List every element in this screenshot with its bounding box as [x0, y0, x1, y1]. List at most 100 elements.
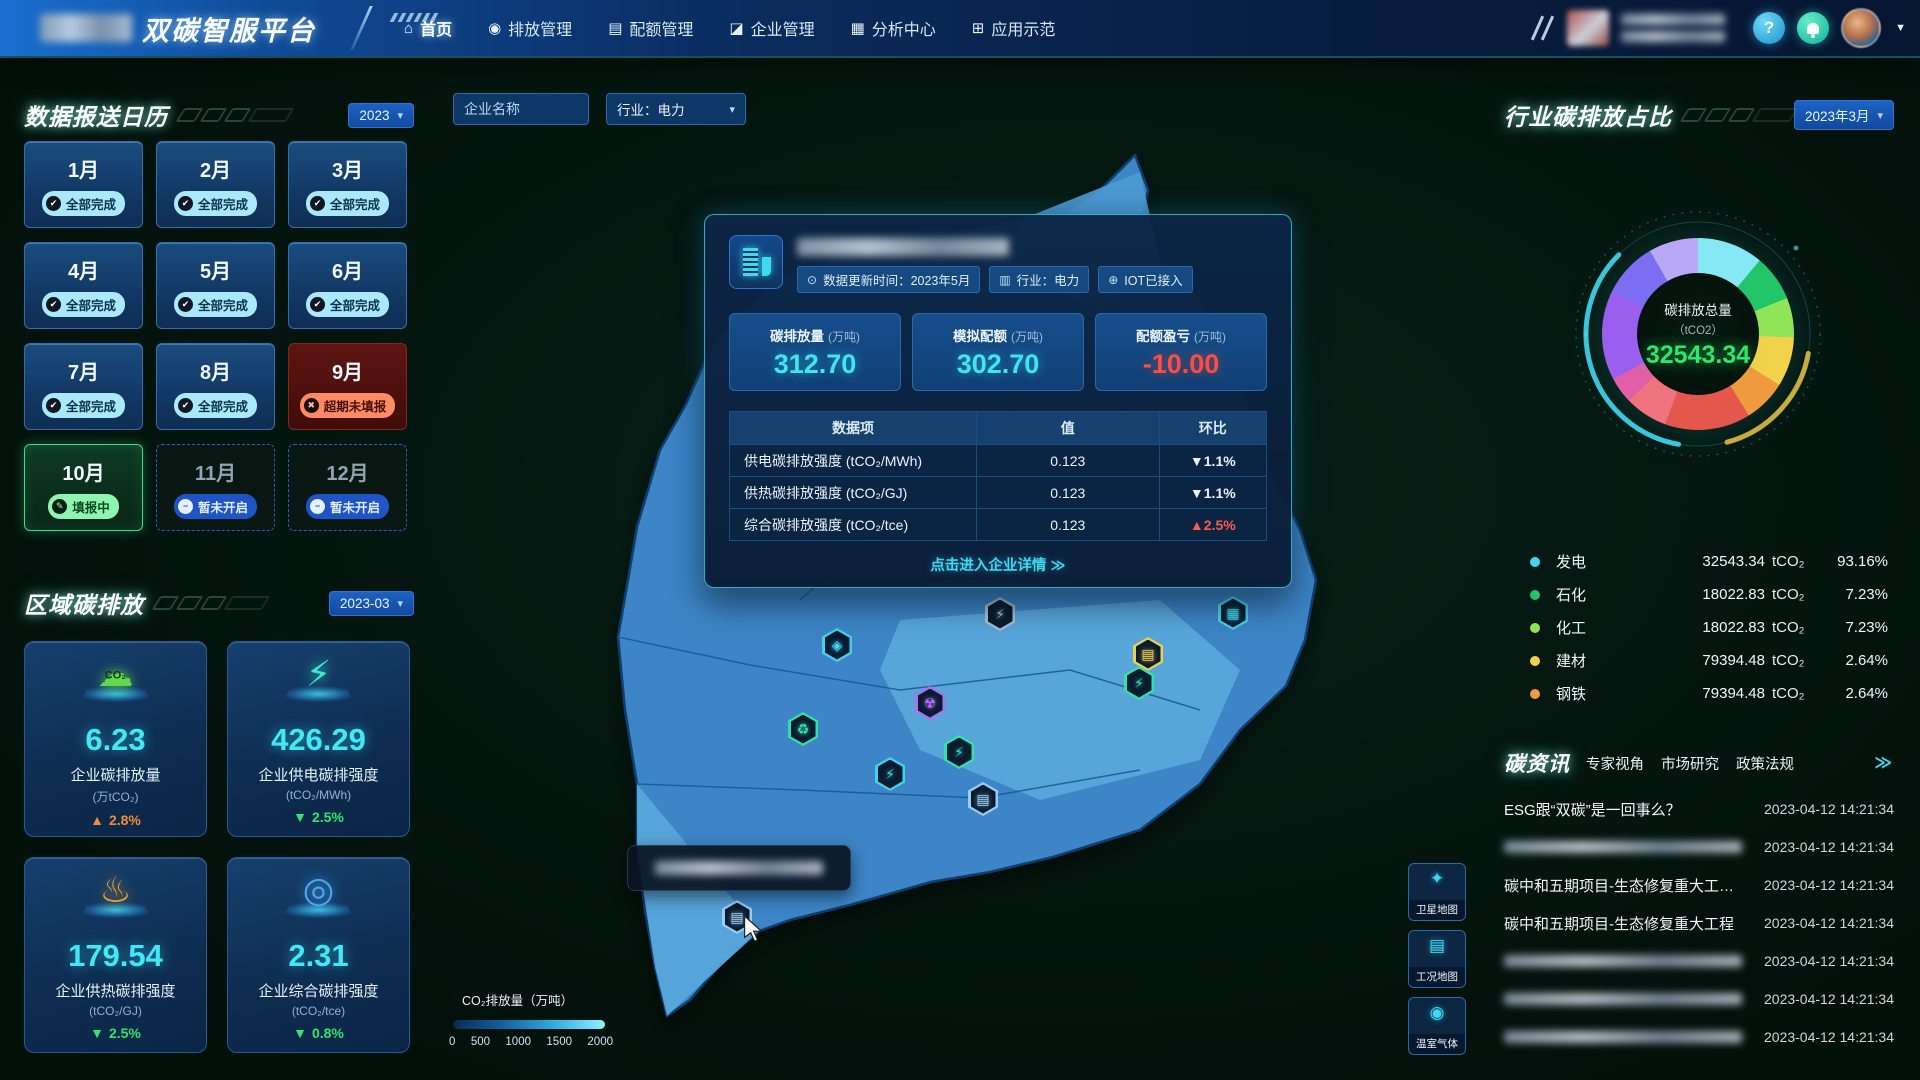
status-text: 全部完成 — [65, 197, 116, 212]
icon-pedestal — [282, 686, 355, 702]
analysis-icon: ▦ — [850, 20, 865, 37]
layer-button-greenhouse[interactable]: ◉ 温室气体 — [1408, 997, 1466, 1055]
month-card-feb[interactable]: 2月 ✔ 全部完成 — [156, 141, 275, 228]
header-right-cluster: ? ▼ — [1530, 0, 1906, 56]
legend-dot — [1530, 589, 1540, 600]
news-item[interactable]: 2023-04-12 14:21:34 — [1504, 942, 1894, 980]
month-card-apr[interactable]: 4月 ✔ 全部完成 — [24, 242, 143, 329]
industry-period-select[interactable]: 2023年3月 — [1794, 100, 1895, 130]
legend-row-power[interactable]: 发电 32543.34 tCO₂ 93.16% — [1504, 545, 1888, 578]
company-search-input[interactable] — [453, 93, 589, 125]
metric-label: 企业供电碳排强度 — [258, 767, 379, 784]
layer-button-satellite[interactable]: ✦ 卫星地图 — [1408, 863, 1466, 921]
map-marker[interactable]: ⚡ — [875, 757, 905, 791]
map-marker[interactable]: ☢ — [915, 686, 945, 720]
news-item[interactable]: 2023-04-12 14:21:34 — [1504, 828, 1894, 866]
metric-unit: (tCO₂/tce) — [291, 1004, 346, 1018]
status-text: 全部完成 — [65, 298, 116, 313]
notification-button[interactable] — [1797, 12, 1830, 44]
news-item[interactable]: 碳中和五期项目-生态修复重大工程 2023-04-12 14:21:34 — [1504, 904, 1894, 942]
main-nav: ⌂ 首页 ◉ 排放管理 ▤ 配额管理 ◪ 企业管理 ▦ 分析中心 ⊞ 应用示范 — [404, 0, 1055, 56]
nav-item-emission[interactable]: ◉ 排放管理 — [488, 16, 572, 40]
map-marker[interactable]: ⚡ — [1124, 666, 1154, 700]
redacted-tooltip-company — [655, 861, 823, 875]
redacted-logo-prefix — [40, 14, 132, 42]
month-card-nov[interactable]: 11月 − 暂未开启 — [156, 444, 275, 531]
month-card-jan[interactable]: 1月 ✔ 全部完成 — [24, 141, 143, 228]
map-marker[interactable]: ▤ — [968, 782, 998, 816]
month-status-badge: ✔ 全部完成 — [41, 190, 125, 216]
month-card-dec[interactable]: 12月 − 暂未开启 — [288, 444, 407, 531]
map-marker[interactable]: ◈ — [822, 628, 852, 662]
news-tab-policy[interactable]: 政策法规 — [1736, 756, 1794, 773]
news-item[interactable]: ESG跟“双碳”是一回事么？ 2023-04-12 14:21:34 — [1504, 790, 1894, 828]
news-item[interactable]: 2023-04-12 14:21:34 — [1504, 1018, 1894, 1056]
nav-item-demo[interactable]: ⊞ 应用示范 — [972, 16, 1056, 40]
legend-row-chemical[interactable]: 化工 18022.83 tCO₂ 7.23% — [1504, 611, 1888, 644]
help-button[interactable]: ? — [1753, 12, 1786, 44]
overdue-icon: ✖ — [303, 397, 319, 413]
month-card-aug[interactable]: 8月 ✔ 全部完成 — [156, 343, 275, 430]
legend-row-steel[interactable]: 钢铁 79394.48 tCO₂ 2.64% — [1504, 677, 1888, 710]
month-label: 11月 — [194, 462, 237, 485]
status-text: 全部完成 — [197, 399, 248, 414]
month-card-sep[interactable]: 9月 ✖ 超期未填报 — [288, 343, 407, 430]
nav-item-home[interactable]: ⌂ 首页 — [404, 16, 452, 40]
news-item[interactable]: 2023-04-12 14:21:34 — [1504, 980, 1894, 1018]
map-marker[interactable]: ▤ — [1133, 637, 1163, 671]
metric-card-composite: ◎ 2.31 企业综合碳排强度 (tCO₂/tce) ▼ 0.8% — [227, 857, 410, 1053]
news-tab-market[interactable]: 市场研究 — [1661, 756, 1719, 773]
calendar-year-select[interactable]: 2023 — [348, 102, 414, 128]
map-marker[interactable]: ⚡ — [944, 735, 974, 769]
layer-button-industrial[interactable]: ▤ 工况地图 — [1408, 930, 1466, 988]
news-item-time: 2023-04-12 14:21:34 — [1764, 915, 1894, 931]
month-card-jun[interactable]: 6月 ✔ 全部完成 — [288, 242, 407, 329]
status-text: 暂未开启 — [197, 500, 248, 515]
month-card-may[interactable]: 5月 ✔ 全部完成 — [156, 242, 275, 329]
enter-company-detail-link[interactable]: 点击进入企业详情 ≫ — [930, 558, 1066, 574]
month-status-badge: − 暂未开启 — [305, 493, 389, 519]
legend-row-building[interactable]: 建材 79394.48 tCO₂ 2.64% — [1504, 644, 1888, 677]
status-text: 全部完成 — [197, 298, 248, 313]
status-text: 填报中 — [72, 500, 110, 515]
map-marker[interactable]: ♻ — [788, 712, 818, 746]
news-item-title: ESG跟“双碳”是一回事么？ — [1504, 801, 1681, 819]
legend-dot — [1530, 655, 1540, 666]
metric-unit: (tCO₂/MWh) — [285, 788, 352, 802]
nav-item-enterprise[interactable]: ◪ 企业管理 — [729, 16, 814, 40]
down-arrow-icon: ▼ — [1189, 452, 1204, 469]
server-icon: ▤ — [1428, 936, 1446, 955]
edit-icon: ✎ — [52, 498, 68, 514]
news-more-button[interactable]: ≫ — [1874, 753, 1892, 772]
news-item[interactable]: 碳中和五期项目-生态修复重大工程... 2023-04-12 14:21:34 — [1504, 866, 1894, 904]
metric-delta: ▲ 2.8% — [90, 812, 141, 828]
popup-badges: ⊙ 数据更新时间：2023年5月 ▥ 行业：电力 ⊕ IOT已接入 — [797, 266, 1193, 293]
month-status-badge: ✔ 全部完成 — [305, 291, 389, 317]
nav-item-quota[interactable]: ▤ 配额管理 — [608, 16, 693, 40]
donut-decor-ring — [1575, 211, 1821, 457]
nav-label: 排放管理 — [508, 22, 573, 39]
news-item-time: 2023-04-12 14:21:34 — [1764, 839, 1894, 855]
month-card-oct[interactable]: 10月 ✎ 填报中 — [24, 444, 143, 531]
map-marker[interactable]: ▤ — [722, 900, 752, 934]
header-divider — [350, 6, 373, 50]
month-status-badge: − 暂未开启 — [173, 493, 257, 519]
nav-item-analysis[interactable]: ▦ 分析中心 — [851, 16, 936, 40]
industry-filter-value: 行业：电力 — [617, 103, 685, 118]
news-tab-expert[interactable]: 专家视角 — [1586, 756, 1644, 773]
industry-filter-select[interactable]: 行业：电力 — [606, 93, 746, 125]
industry-donut-chart[interactable]: 碳排放总量 （tCO2） 32543.34 — [1560, 196, 1836, 472]
legend-row-petrochem[interactable]: 石化 18022.83 tCO₂ 7.23% — [1504, 578, 1888, 611]
donut-center-value: 32543.34 — [1645, 340, 1751, 369]
check-icon: ✔ — [177, 296, 193, 312]
month-card-jul[interactable]: 7月 ✔ 全部完成 — [24, 343, 143, 430]
avatar-dropdown-caret[interactable]: ▼ — [1895, 22, 1906, 34]
map-marker[interactable]: ▦ — [1218, 596, 1248, 630]
down-arrow-icon: ▼ — [90, 1025, 104, 1041]
region-period-select[interactable]: 2023-03 — [328, 590, 414, 616]
map-marker[interactable]: ⚡ — [985, 597, 1015, 631]
user-avatar[interactable] — [1841, 8, 1882, 48]
month-card-mar[interactable]: 3月 ✔ 全部完成 — [288, 141, 407, 228]
layer-label: 工况地图 — [1409, 967, 1465, 987]
title-decor — [1679, 108, 1799, 122]
